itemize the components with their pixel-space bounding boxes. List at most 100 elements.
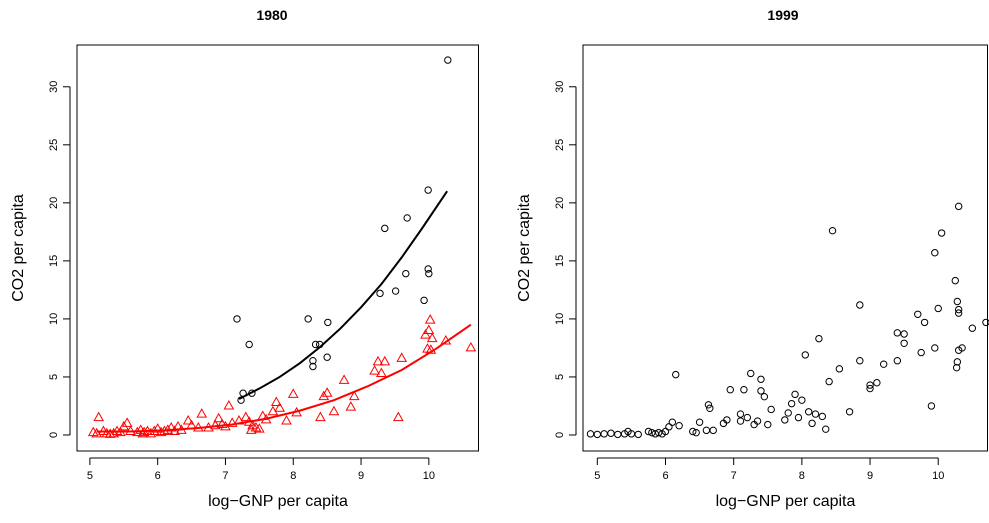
x-tick-label: 10 <box>423 470 435 482</box>
y-tick-label: 15 <box>554 255 566 267</box>
y-tick-label: 10 <box>554 313 566 325</box>
point <box>740 386 748 394</box>
point <box>424 314 436 324</box>
point <box>757 375 765 383</box>
point <box>845 408 854 416</box>
point <box>318 390 330 401</box>
point <box>586 430 595 438</box>
point <box>798 396 806 404</box>
point <box>209 419 221 430</box>
x-tick-label: 7 <box>731 470 737 482</box>
point <box>281 415 292 425</box>
point <box>743 413 752 422</box>
point <box>426 332 438 343</box>
point <box>709 426 717 435</box>
point <box>233 315 241 323</box>
point <box>654 428 663 437</box>
y-tick-label: 25 <box>554 139 566 151</box>
x-axis-label: log−GNP per capita <box>208 493 348 510</box>
y-tick-label: 20 <box>48 197 60 209</box>
plot-frame <box>582 44 988 452</box>
point <box>952 363 961 372</box>
point <box>954 202 963 211</box>
point <box>934 304 942 313</box>
x-tick-label: 9 <box>358 470 364 482</box>
point <box>593 430 602 439</box>
x-tick-label: 7 <box>222 470 228 482</box>
point <box>304 315 312 323</box>
point <box>634 430 642 439</box>
point <box>91 427 103 438</box>
point <box>822 425 830 433</box>
y-tick-label: 30 <box>48 81 60 93</box>
x-tick-label: 10 <box>932 470 944 482</box>
point <box>900 339 908 347</box>
point <box>403 214 411 222</box>
point <box>804 408 813 416</box>
point <box>811 410 820 418</box>
chart-title: 1999 <box>767 7 798 23</box>
point <box>672 370 680 379</box>
fit-line <box>238 190 448 400</box>
point <box>324 318 332 327</box>
point <box>801 351 809 359</box>
point <box>376 289 384 298</box>
point <box>425 344 437 354</box>
point <box>108 427 119 438</box>
point <box>753 417 762 425</box>
x-axis-label: log−GNP per capita <box>716 493 856 510</box>
point <box>825 377 833 386</box>
point <box>644 427 653 436</box>
point <box>607 429 615 437</box>
point <box>760 392 769 401</box>
point <box>420 296 428 305</box>
point <box>274 402 286 412</box>
point <box>764 420 772 429</box>
point <box>873 379 881 387</box>
y-tick-label: 0 <box>554 432 566 438</box>
point <box>692 428 700 437</box>
x-tick-label: 5 <box>594 470 600 482</box>
point <box>267 405 279 416</box>
y-tick-label: 20 <box>554 197 566 209</box>
point <box>781 416 789 424</box>
point <box>391 287 400 295</box>
point <box>309 357 317 365</box>
y-tick-label: 25 <box>48 139 60 151</box>
point <box>376 367 387 377</box>
point <box>614 430 622 439</box>
point <box>828 227 837 235</box>
point <box>689 427 697 436</box>
point <box>424 265 432 273</box>
point <box>665 423 673 431</box>
point <box>420 329 431 339</box>
point <box>917 348 925 357</box>
point <box>424 186 432 194</box>
point <box>953 297 962 306</box>
y-tick-label: 15 <box>48 255 60 267</box>
point <box>338 374 350 384</box>
point <box>372 355 384 366</box>
point <box>104 428 116 438</box>
point <box>931 344 939 352</box>
point <box>757 387 765 395</box>
point <box>196 408 208 418</box>
point <box>254 423 265 433</box>
point <box>379 355 391 366</box>
x-tick-label: 6 <box>155 470 161 482</box>
point <box>953 358 962 366</box>
point <box>101 427 113 438</box>
point <box>695 418 704 426</box>
point <box>465 341 477 352</box>
point <box>914 310 922 318</box>
point <box>856 301 864 309</box>
point <box>747 369 755 378</box>
point <box>879 360 888 368</box>
point <box>348 390 360 401</box>
point <box>118 420 130 431</box>
fit-line <box>96 323 472 433</box>
y-tick-label: 5 <box>48 374 60 380</box>
x-tick-label: 6 <box>662 470 668 482</box>
point <box>856 357 864 365</box>
point <box>866 384 874 393</box>
